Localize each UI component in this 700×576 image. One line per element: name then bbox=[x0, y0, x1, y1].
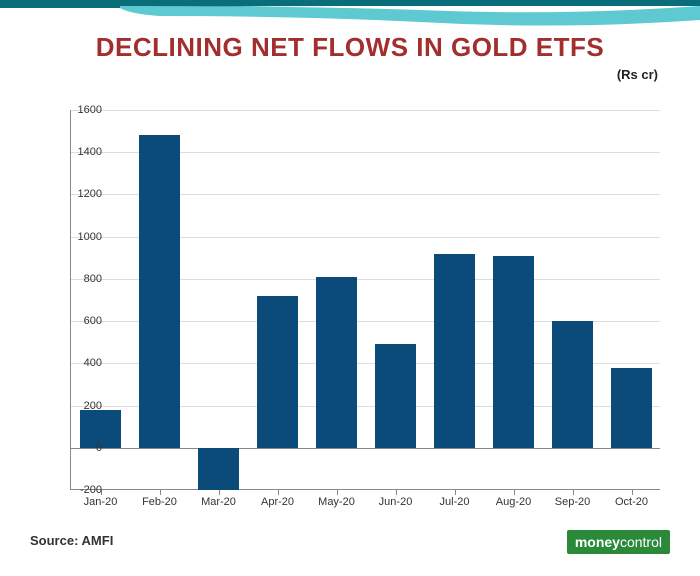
x-axis-label: Apr-20 bbox=[248, 496, 307, 508]
bar bbox=[198, 448, 239, 490]
x-axis-label: Jul-20 bbox=[425, 496, 484, 508]
y-axis-label: -200 bbox=[42, 484, 102, 496]
bar bbox=[139, 135, 180, 447]
gridline bbox=[71, 110, 660, 111]
y-axis-label: 200 bbox=[42, 400, 102, 412]
x-tick bbox=[514, 490, 515, 495]
y-axis-label: 1200 bbox=[42, 188, 102, 200]
y-axis-label: 400 bbox=[42, 357, 102, 369]
bar bbox=[257, 296, 298, 448]
x-axis-label: Jun-20 bbox=[366, 496, 425, 508]
bar bbox=[434, 254, 475, 448]
x-tick bbox=[573, 490, 574, 495]
y-axis-label: 600 bbox=[42, 315, 102, 327]
bar bbox=[375, 344, 416, 447]
x-axis-label: Oct-20 bbox=[602, 496, 661, 508]
x-axis-label: Mar-20 bbox=[189, 496, 248, 508]
y-axis-label: 1600 bbox=[42, 104, 102, 116]
logo-text-bold: money bbox=[575, 534, 620, 550]
bar bbox=[611, 368, 652, 448]
y-axis-label: 800 bbox=[42, 273, 102, 285]
header-decoration bbox=[0, 0, 700, 30]
bar bbox=[493, 256, 534, 448]
x-tick bbox=[455, 490, 456, 495]
moneycontrol-logo: moneycontrol bbox=[567, 530, 670, 554]
x-axis-label: May-20 bbox=[307, 496, 366, 508]
source-label: Source: AMFI bbox=[30, 533, 113, 548]
chart-subtitle: (Rs cr) bbox=[0, 67, 700, 82]
x-tick bbox=[396, 490, 397, 495]
bar bbox=[552, 321, 593, 448]
bar bbox=[316, 277, 357, 448]
x-tick bbox=[160, 490, 161, 495]
y-axis-label: 1000 bbox=[42, 231, 102, 243]
x-axis-label: Jan-20 bbox=[71, 496, 130, 508]
x-tick bbox=[337, 490, 338, 495]
y-axis-label: 1400 bbox=[42, 146, 102, 158]
x-axis-label: Sep-20 bbox=[543, 496, 602, 508]
header-band bbox=[0, 0, 700, 8]
x-axis-label: Aug-20 bbox=[484, 496, 543, 508]
logo-text-light: control bbox=[620, 534, 662, 550]
y-axis-label: 0 bbox=[42, 442, 102, 454]
chart-title: DECLINING NET FLOWS IN GOLD ETFS bbox=[0, 32, 700, 63]
x-tick bbox=[632, 490, 633, 495]
x-tick bbox=[219, 490, 220, 495]
zero-line bbox=[71, 448, 660, 449]
x-axis-label: Feb-20 bbox=[130, 496, 189, 508]
chart-plot-area: Jan-20Feb-20Mar-20Apr-20May-20Jun-20Jul-… bbox=[70, 110, 660, 490]
x-tick bbox=[278, 490, 279, 495]
header-curve bbox=[120, 6, 700, 26]
